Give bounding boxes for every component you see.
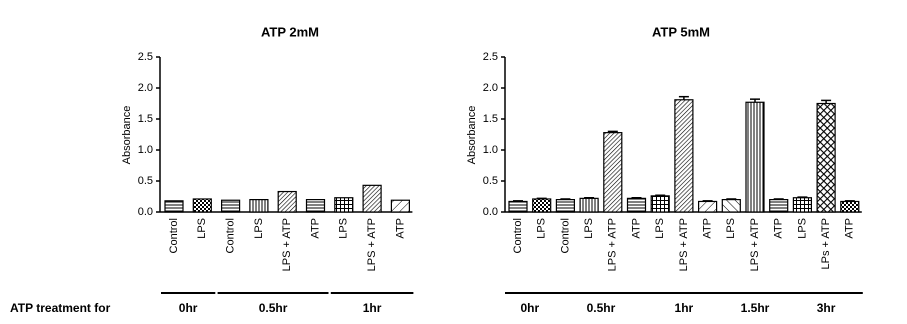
x-tick-label: ATP xyxy=(844,218,856,239)
y-tick-label: 1.0 xyxy=(483,144,498,156)
x-tick-label: LPS xyxy=(725,218,737,239)
bar xyxy=(579,197,599,213)
bar xyxy=(221,199,241,213)
y-tick-label: 1.5 xyxy=(483,113,498,125)
bar xyxy=(532,198,552,213)
x-tick-label: LPs + ATP xyxy=(820,218,832,269)
x-tick-label: ATP xyxy=(702,218,714,239)
x-tick-label: Control xyxy=(168,218,180,253)
x-tick-label: LPS + ATP xyxy=(607,218,619,271)
group-label: 0.5hr xyxy=(259,301,288,315)
y-tick-label: 2.5 xyxy=(483,51,498,63)
bar xyxy=(334,197,354,213)
y-axis-label: Absorbance xyxy=(121,106,133,165)
x-tick-label: ATP xyxy=(394,218,406,239)
chart-title: ATP 2mM xyxy=(261,24,319,39)
bar xyxy=(390,199,410,213)
y-tick-label: 2.5 xyxy=(138,51,153,63)
x-tick-label: LPS + ATP xyxy=(366,218,378,271)
group-label: 1hr xyxy=(675,301,694,315)
bar xyxy=(697,200,718,213)
y-tick-label: 1.0 xyxy=(138,144,153,156)
x-tick-label: Control xyxy=(225,218,237,253)
group-label: 3hr xyxy=(817,301,836,315)
group-label: 0hr xyxy=(179,301,198,315)
bar xyxy=(840,200,860,213)
group-label: 1.5hr xyxy=(741,301,770,315)
x-tick-label: LPS xyxy=(654,218,666,239)
bar xyxy=(792,197,813,213)
bar xyxy=(721,199,741,213)
bar xyxy=(277,190,297,213)
bar xyxy=(650,195,670,213)
bar xyxy=(555,199,576,213)
x-tick-label: LPS + ATP xyxy=(678,218,690,271)
bar xyxy=(249,199,269,213)
x-tick-label: LPS xyxy=(253,218,265,239)
y-tick-label: 2.0 xyxy=(483,82,498,94)
y-axis-label: Absorbance xyxy=(466,106,478,165)
group-label: 0.5hr xyxy=(587,301,616,315)
bar xyxy=(508,200,528,213)
y-tick-label: 0.0 xyxy=(138,206,153,218)
bar xyxy=(626,197,647,213)
y-tick-label: 0.5 xyxy=(483,175,498,187)
row-label: ATP treatment for xyxy=(10,301,111,315)
x-tick-label: LPS + ATP xyxy=(749,218,761,271)
y-tick-label: 0.5 xyxy=(138,175,153,187)
x-tick-label: LPS xyxy=(536,218,548,239)
bar xyxy=(769,199,789,213)
x-tick-label: LPS xyxy=(796,218,808,239)
bar xyxy=(362,184,382,213)
x-tick-label: LPS xyxy=(196,218,208,239)
chart-title: ATP 5mM xyxy=(652,24,710,39)
x-tick-label: LPS xyxy=(338,218,350,239)
bar xyxy=(674,99,694,213)
x-tick-label: ATP xyxy=(309,218,321,239)
bar xyxy=(603,132,623,213)
bar xyxy=(745,101,765,213)
x-tick-label: ATP xyxy=(773,218,785,239)
group-label: 0hr xyxy=(521,301,540,315)
x-tick-label: Control xyxy=(512,218,524,253)
x-tick-label: LPS xyxy=(583,218,595,239)
bar xyxy=(816,102,836,213)
y-tick-label: 1.5 xyxy=(138,113,153,125)
bar xyxy=(164,200,184,213)
group-label: 1hr xyxy=(363,301,382,315)
x-tick-label: Control xyxy=(559,218,571,253)
x-tick-label: ATP xyxy=(630,218,642,239)
x-tick-label: LPS + ATP xyxy=(281,218,293,271)
bar xyxy=(192,198,212,213)
y-tick-label: 0.0 xyxy=(483,206,498,218)
y-tick-label: 2.0 xyxy=(138,82,153,94)
bar xyxy=(305,199,326,213)
